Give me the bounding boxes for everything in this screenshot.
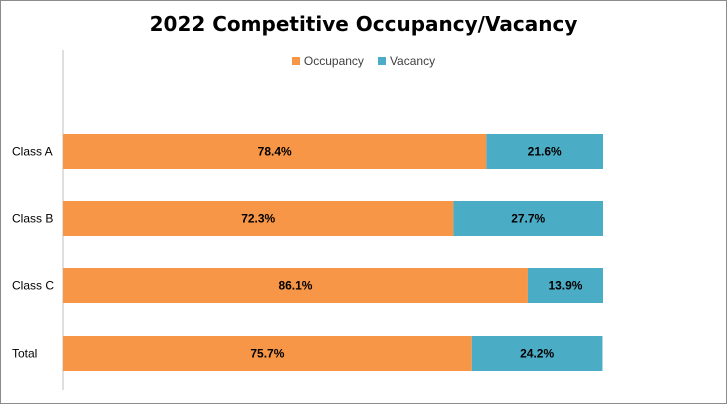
bar-vacancy-total — [471, 336, 603, 371]
category-label: Class B — [12, 212, 53, 226]
data-label-occupancy: 78.4% — [258, 145, 292, 159]
bar-vacancy-class-a — [486, 134, 603, 169]
data-label-occupancy: 75.7% — [250, 347, 284, 361]
legend-label-occupancy: Occupancy — [303, 54, 364, 68]
bar-occupancy-class-a — [63, 134, 487, 169]
bar-vacancy-class-b — [453, 201, 603, 236]
data-label-vacancy: 27.7% — [511, 212, 545, 226]
category-label: Total — [12, 347, 37, 361]
bar-occupancy-class-c — [63, 268, 528, 303]
legend-item-occupancy: Occupancy — [291, 54, 364, 68]
chart-title: 2022 Competitive Occupancy/Vacancy — [149, 12, 578, 36]
data-label-vacancy: 21.6% — [528, 145, 562, 159]
category-label: Class A — [12, 145, 53, 159]
legend-swatch-vacancy — [377, 57, 386, 65]
legend-label-vacancy: Vacancy — [389, 54, 436, 68]
bar-occupancy-class-b — [63, 201, 454, 236]
data-label-occupancy: 72.3% — [241, 212, 275, 226]
data-label-occupancy: 86.1% — [278, 279, 312, 293]
legend-swatch-occupancy — [291, 57, 300, 65]
data-label-vacancy: 13.9% — [548, 279, 582, 293]
bar-vacancy-class-c — [527, 268, 603, 303]
bar-occupancy-total — [63, 336, 472, 371]
data-label-vacancy: 24.2% — [520, 347, 554, 361]
category-label: Class C — [12, 279, 54, 293]
chart-legend: Occupancy Vacancy — [0, 54, 727, 68]
legend-item-vacancy: Vacancy — [377, 54, 436, 68]
